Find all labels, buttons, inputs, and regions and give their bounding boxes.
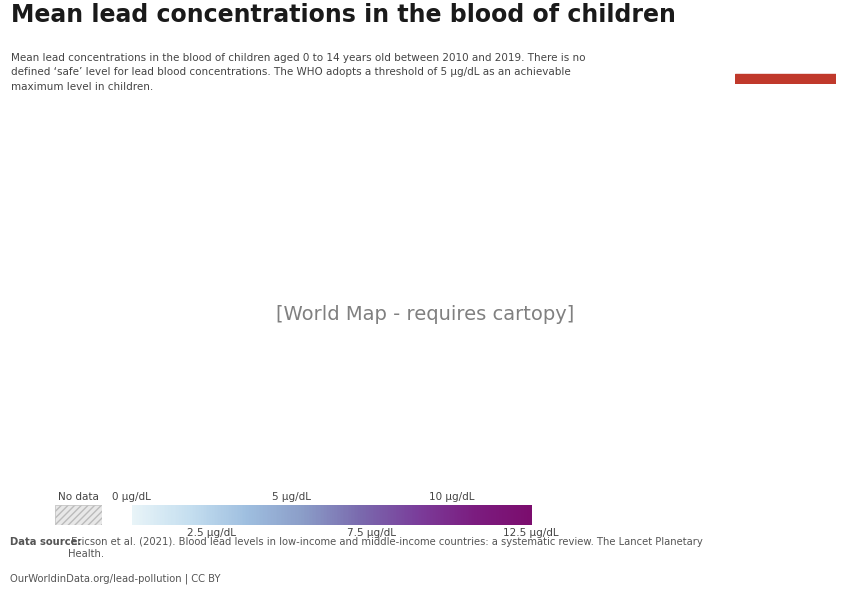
- Text: OurWorldinData.org/lead-pollution | CC BY: OurWorldinData.org/lead-pollution | CC B…: [10, 573, 221, 583]
- Text: 7.5 μg/dL: 7.5 μg/dL: [347, 528, 396, 538]
- Text: 0 μg/dL: 0 μg/dL: [112, 492, 151, 502]
- Text: Our World: Our World: [752, 23, 819, 36]
- Text: [World Map - requires cartopy]: [World Map - requires cartopy]: [276, 305, 574, 325]
- Bar: [735, 73, 836, 84]
- Text: in Data: in Data: [762, 43, 809, 56]
- Text: Mean lead concentrations in the blood of children aged 0 to 14 years old between: Mean lead concentrations in the blood of…: [11, 53, 586, 92]
- Text: No data: No data: [58, 492, 99, 502]
- Text: 5 μg/dL: 5 μg/dL: [272, 492, 311, 502]
- Text: 12.5 μg/dL: 12.5 μg/dL: [503, 528, 559, 538]
- Text: Ericson et al. (2021). Blood lead levels in low-income and middle-income countri: Ericson et al. (2021). Blood lead levels…: [68, 537, 703, 559]
- Text: 10 μg/dL: 10 μg/dL: [428, 492, 474, 502]
- Text: Data source:: Data source:: [10, 537, 82, 547]
- Text: Mean lead concentrations in the blood of children: Mean lead concentrations in the blood of…: [11, 2, 676, 26]
- Text: 2.5 μg/dL: 2.5 μg/dL: [187, 528, 236, 538]
